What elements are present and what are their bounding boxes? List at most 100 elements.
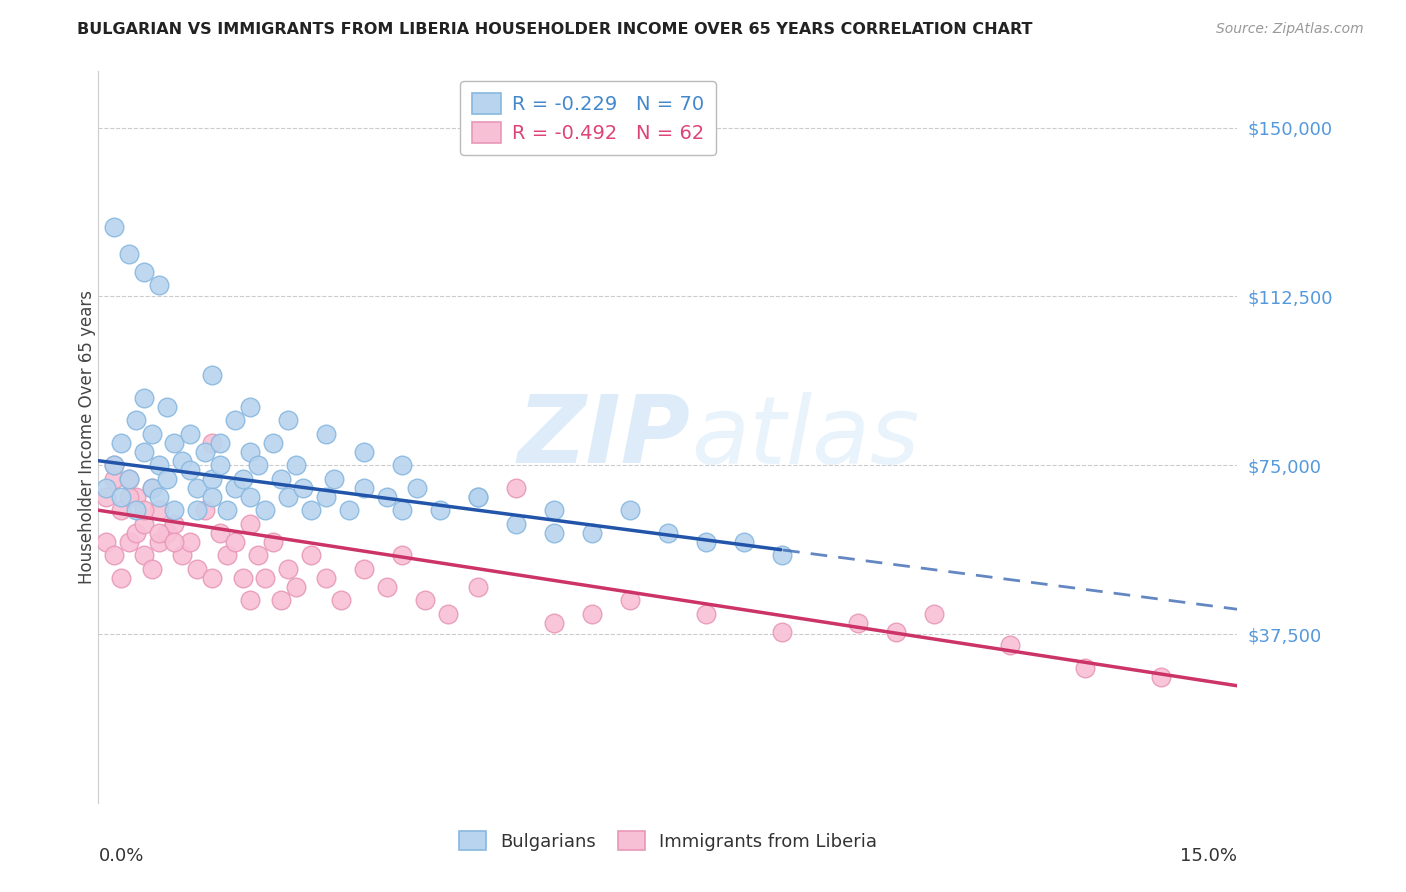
Point bbox=[391, 503, 413, 517]
Point bbox=[254, 503, 277, 517]
Point bbox=[208, 458, 231, 473]
Point bbox=[315, 490, 337, 504]
Point bbox=[132, 548, 155, 562]
Point bbox=[170, 548, 193, 562]
Point bbox=[391, 458, 413, 473]
Point bbox=[103, 219, 125, 234]
Point bbox=[125, 413, 148, 427]
Point bbox=[132, 265, 155, 279]
Point bbox=[353, 481, 375, 495]
Text: atlas: atlas bbox=[690, 392, 920, 483]
Point bbox=[619, 503, 641, 517]
Text: Source: ZipAtlas.com: Source: ZipAtlas.com bbox=[1216, 22, 1364, 37]
Point bbox=[132, 444, 155, 458]
Point bbox=[884, 624, 907, 639]
Point bbox=[118, 246, 141, 260]
Point bbox=[217, 548, 239, 562]
Point bbox=[118, 472, 141, 486]
Point bbox=[125, 503, 148, 517]
Point bbox=[299, 548, 322, 562]
Point bbox=[467, 490, 489, 504]
Point bbox=[353, 444, 375, 458]
Point bbox=[179, 534, 201, 549]
Point bbox=[413, 593, 436, 607]
Point bbox=[217, 503, 239, 517]
Point bbox=[132, 503, 155, 517]
Point bbox=[156, 472, 179, 486]
Point bbox=[429, 503, 451, 517]
Point bbox=[315, 571, 337, 585]
Point bbox=[141, 481, 163, 495]
Point bbox=[94, 481, 117, 495]
Point bbox=[375, 490, 398, 504]
Point bbox=[543, 615, 565, 630]
Point bbox=[543, 525, 565, 540]
Point bbox=[163, 516, 186, 531]
Point bbox=[224, 534, 246, 549]
Point bbox=[292, 481, 315, 495]
Point bbox=[998, 638, 1021, 652]
Point bbox=[125, 525, 148, 540]
Point bbox=[148, 503, 170, 517]
Point bbox=[770, 548, 793, 562]
Point bbox=[110, 571, 132, 585]
Point bbox=[375, 580, 398, 594]
Legend: Bulgarians, Immigrants from Liberia: Bulgarians, Immigrants from Liberia bbox=[450, 822, 886, 860]
Point bbox=[103, 458, 125, 473]
Point bbox=[239, 444, 262, 458]
Point bbox=[156, 400, 179, 414]
Point bbox=[194, 444, 217, 458]
Point bbox=[201, 368, 224, 383]
Point bbox=[163, 435, 186, 450]
Point bbox=[246, 548, 269, 562]
Point bbox=[224, 413, 246, 427]
Point bbox=[467, 580, 489, 594]
Point bbox=[224, 481, 246, 495]
Point bbox=[148, 525, 170, 540]
Point bbox=[284, 580, 307, 594]
Text: 15.0%: 15.0% bbox=[1180, 847, 1237, 864]
Point bbox=[110, 490, 132, 504]
Point bbox=[163, 503, 186, 517]
Point bbox=[156, 525, 179, 540]
Point bbox=[141, 562, 163, 576]
Point bbox=[148, 490, 170, 504]
Point bbox=[657, 525, 679, 540]
Point bbox=[619, 593, 641, 607]
Point bbox=[148, 534, 170, 549]
Point bbox=[94, 490, 117, 504]
Point bbox=[922, 607, 945, 621]
Y-axis label: Householder Income Over 65 years: Householder Income Over 65 years bbox=[79, 290, 96, 584]
Point bbox=[581, 525, 603, 540]
Point bbox=[505, 481, 527, 495]
Point bbox=[103, 472, 125, 486]
Point bbox=[232, 472, 254, 486]
Point bbox=[208, 435, 231, 450]
Point bbox=[391, 548, 413, 562]
Point bbox=[284, 458, 307, 473]
Point bbox=[148, 458, 170, 473]
Point bbox=[543, 503, 565, 517]
Point bbox=[118, 490, 141, 504]
Point bbox=[770, 624, 793, 639]
Point bbox=[232, 571, 254, 585]
Point bbox=[186, 481, 208, 495]
Point bbox=[239, 516, 262, 531]
Point bbox=[239, 400, 262, 414]
Point bbox=[163, 534, 186, 549]
Point bbox=[1074, 661, 1097, 675]
Point bbox=[239, 593, 262, 607]
Point bbox=[239, 490, 262, 504]
Point bbox=[110, 435, 132, 450]
Point bbox=[186, 562, 208, 576]
Point bbox=[141, 426, 163, 441]
Text: ZIP: ZIP bbox=[517, 391, 690, 483]
Point bbox=[132, 516, 155, 531]
Point bbox=[277, 562, 299, 576]
Point bbox=[406, 481, 429, 495]
Point bbox=[330, 593, 353, 607]
Point bbox=[186, 503, 208, 517]
Point bbox=[103, 458, 125, 473]
Point bbox=[695, 534, 717, 549]
Point bbox=[170, 453, 193, 467]
